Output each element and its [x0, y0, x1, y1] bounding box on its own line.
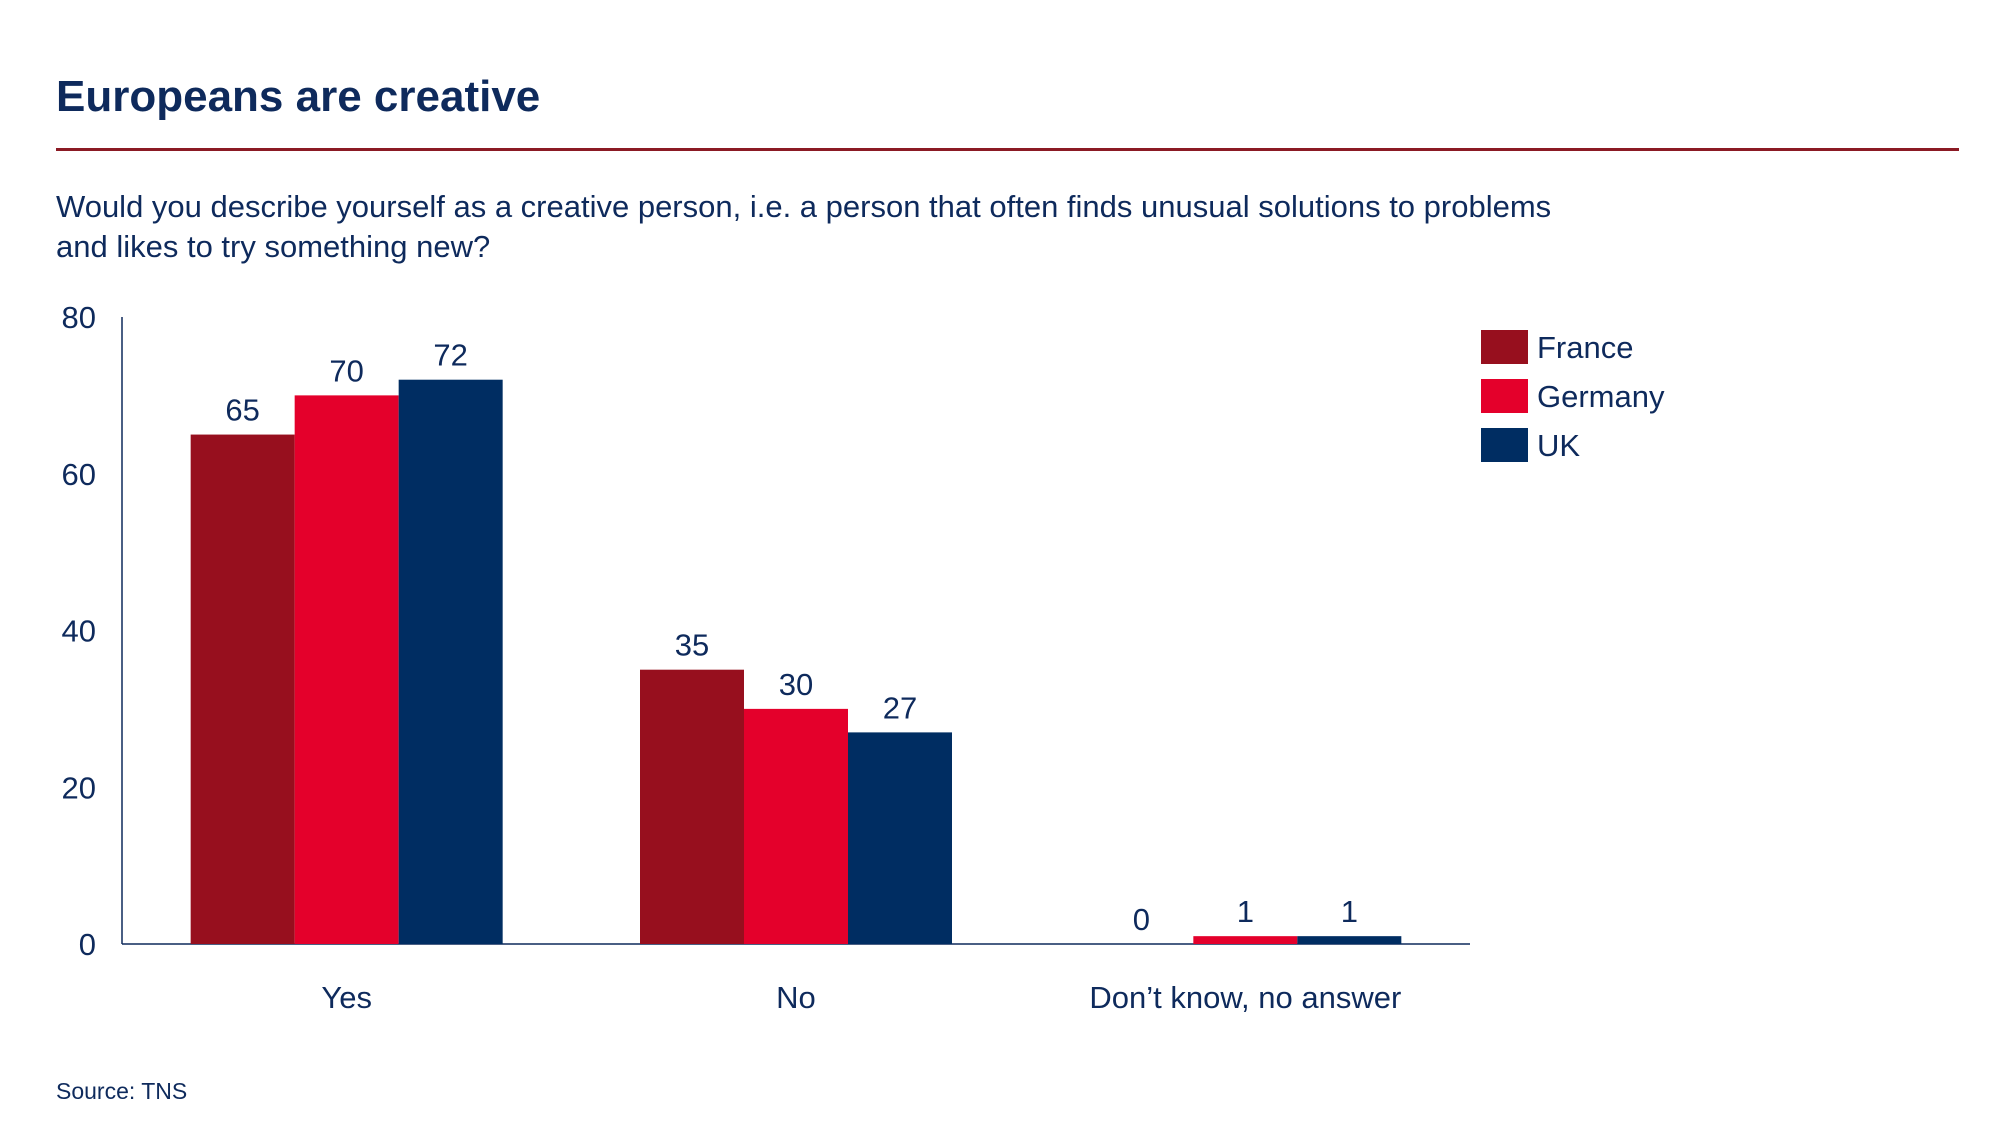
bar-value-label: 0 [1133, 902, 1150, 937]
bar-value-label: 1 [1237, 894, 1254, 929]
y-tick-label: 40 [62, 614, 96, 649]
x-category-label: Don’t know, no answer [1089, 980, 1401, 1015]
bars-group [190, 379, 1402, 944]
y-tick-label: 80 [62, 300, 96, 335]
y-axis-ticks: 0 20 40 60 80 [62, 300, 96, 962]
y-tick-label: 0 [79, 927, 96, 962]
legend-label-germany: Germany [1537, 379, 1665, 414]
chart-title: Europeans are creative [56, 72, 541, 121]
x-category-label: No [776, 980, 816, 1015]
legend: France Germany UK [1481, 330, 1665, 463]
bar-value-label: 30 [779, 667, 813, 702]
bar-uk-1 [848, 732, 952, 944]
bar-france-0 [190, 434, 295, 944]
x-category-label: Yes [321, 980, 372, 1015]
source-note: Source: TNS [56, 1078, 188, 1104]
legend-swatch-france [1481, 330, 1528, 364]
bar-value-label: 65 [225, 393, 259, 428]
x-axis-category-labels: Yes No Don’t know, no answer [321, 980, 1401, 1015]
bar-germany-2 [1193, 936, 1298, 944]
legend-swatch-germany [1481, 379, 1528, 413]
legend-swatch-uk [1481, 428, 1528, 462]
legend-label-uk: UK [1537, 428, 1580, 463]
bar-uk-2 [1297, 936, 1402, 944]
y-tick-label: 20 [62, 770, 96, 805]
bar-value-labels: 65 70 72 35 30 27 0 1 1 [225, 338, 1358, 937]
legend-label-france: France [1537, 330, 1633, 365]
title-divider [56, 148, 1959, 151]
bar-value-label: 35 [675, 628, 709, 663]
bar-value-label: 27 [883, 690, 917, 725]
bar-france-1 [640, 669, 744, 944]
bar-uk-0 [398, 379, 503, 944]
bar-value-label: 1 [1341, 894, 1358, 929]
bar-germany-0 [294, 395, 399, 944]
survey-question: Would you describe yourself as a creativ… [56, 189, 1552, 264]
bar-value-label: 70 [329, 353, 363, 388]
bar-germany-1 [744, 708, 848, 944]
bar-value-label: 72 [433, 338, 467, 373]
y-tick-label: 60 [62, 457, 96, 492]
